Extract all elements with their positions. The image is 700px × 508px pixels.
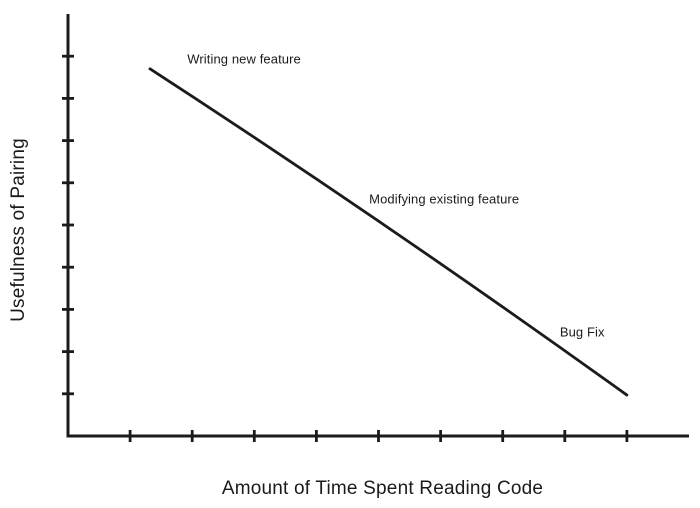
annotation-bug-fix: Bug Fix <box>560 325 605 340</box>
annotation-modifying-existing-feature: Modifying existing feature <box>369 191 519 206</box>
axes <box>62 14 689 442</box>
trend-line <box>148 67 629 397</box>
x-axis-ticks <box>128 430 629 442</box>
y-axis-label: Usefulness of Pairing <box>8 138 29 322</box>
x-axis-label: Amount of Time Spent Reading Code <box>222 478 543 499</box>
axis-lines <box>66 14 689 438</box>
y-axis-ticks <box>62 54 74 396</box>
annotation-writing-new-feature: Writing new feature <box>187 52 301 67</box>
